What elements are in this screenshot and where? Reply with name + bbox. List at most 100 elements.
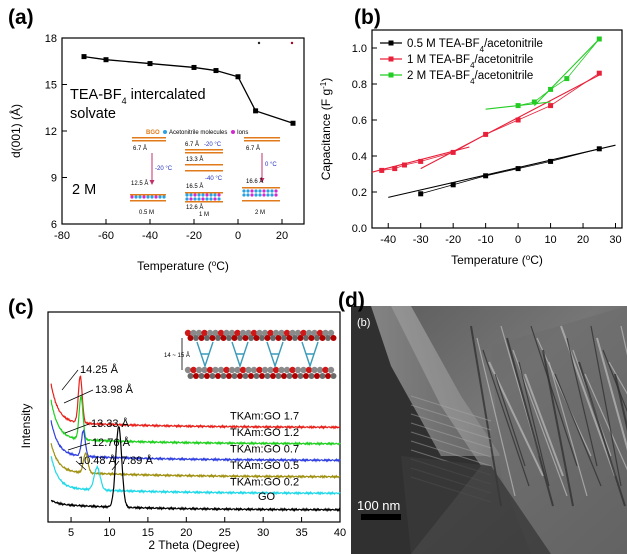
atom (242, 335, 249, 341)
panel-b-chart: (b) -40 -30 -20 -10 0 10 20 30 0.0 0.2 0.4 0.6 0.8 1.… (319, 6, 623, 267)
x-tick-label: 30 (257, 527, 269, 539)
sem-lamella (506, 337, 554, 507)
x-tick-label: -80 (54, 230, 70, 242)
sem-lamella (524, 373, 564, 477)
atom (184, 366, 192, 374)
molecule-dot (270, 189, 274, 193)
atom (305, 366, 313, 374)
atom (217, 366, 225, 374)
panel-d-overlay: (b) 100 nm (357, 317, 401, 520)
molecule-dot (197, 197, 201, 201)
atom (250, 366, 258, 374)
atom (190, 366, 197, 374)
ion-dot (189, 197, 193, 201)
panel-c-xlabel: 2 Theta (Degree) (148, 538, 239, 552)
atom (253, 335, 260, 341)
atom (201, 329, 208, 337)
x-tick-label: 20 (577, 234, 589, 246)
inset-sheet (130, 200, 166, 202)
panel-d-scale-bar (361, 514, 401, 520)
atom (206, 366, 214, 374)
y-tick-label: 0.6 (352, 115, 367, 127)
atom (209, 335, 216, 341)
ion-dot (217, 193, 221, 197)
atom (292, 335, 298, 341)
atom (198, 373, 205, 379)
data-point (379, 167, 385, 173)
atom (330, 335, 337, 341)
sem-lamella (410, 422, 492, 449)
atom (267, 329, 274, 337)
atom (187, 373, 194, 379)
atom (311, 366, 318, 374)
x-tick-label: -40 (142, 230, 158, 242)
molecule-dot (158, 195, 162, 199)
molecule-dot (217, 197, 221, 201)
atom (289, 366, 296, 374)
data-point (103, 57, 109, 63)
atom (204, 373, 210, 379)
data-point (483, 131, 489, 137)
data-point (596, 36, 602, 42)
x-tick-label: 40 (334, 527, 346, 539)
molecule-pillar (266, 341, 284, 369)
atom (283, 329, 291, 337)
data-point (483, 173, 489, 179)
atom (234, 366, 241, 374)
panel-d-scale-label: 100 nm (357, 498, 400, 513)
atom (215, 373, 221, 379)
xrd-trace (50, 375, 341, 430)
ion-dot (250, 189, 254, 193)
peak-arrow (67, 442, 91, 451)
atom (305, 329, 313, 337)
atom (267, 366, 274, 374)
atom (327, 366, 335, 374)
molecule-dot (270, 193, 274, 197)
inset-d-label: 6.7 Å (185, 141, 199, 148)
x-tick-label: 10 (544, 234, 556, 246)
panel-b-ylabel: Capacitance (F g-1) (319, 78, 334, 181)
peak-label: 13.33 Å (91, 417, 130, 430)
peak-arrow (75, 460, 87, 471)
inset-conc-label: 1 M (199, 212, 209, 218)
panel-a-chart: (a) -80 -60 -40 -20 0 20 6 9 12 15 18 d(001) (Å) T… (8, 6, 305, 274)
inset-sheet (244, 137, 280, 139)
trace-label: GO (258, 491, 276, 503)
trace-label: TKAm:GO 0.5 (230, 460, 299, 472)
panel-b-frame (371, 29, 623, 229)
sem-lamella (548, 361, 588, 497)
atom (297, 373, 304, 379)
data-point (596, 146, 602, 152)
sem-lamella (410, 404, 492, 431)
data-point (450, 182, 456, 188)
ion-dot (193, 193, 197, 197)
molecule-dot (197, 193, 201, 197)
y-tick-label: 0.2 (352, 187, 367, 199)
molecule-dot (213, 193, 217, 197)
y-tick-label: 15 (45, 80, 57, 92)
peak-arrow (64, 423, 90, 434)
panel-a-xlabel: Temperature (oC) (137, 259, 229, 274)
atom (259, 335, 265, 341)
data-point (596, 70, 602, 76)
sem-lamella (554, 373, 602, 487)
inset-sheet (185, 149, 223, 151)
panel-d-sem-image (351, 306, 627, 554)
molecule-dot (138, 195, 142, 199)
xrd-trace (50, 425, 341, 513)
data-point (253, 108, 259, 114)
atom (261, 329, 269, 337)
molecule-dot (162, 195, 166, 199)
inset-sheet (185, 170, 223, 172)
atom (223, 366, 230, 374)
atom (281, 373, 287, 379)
inset-sheet (132, 137, 166, 139)
panel-a-dot-2 (290, 41, 294, 45)
data-point (401, 162, 407, 168)
atom (204, 335, 210, 341)
atom (212, 366, 219, 374)
panel-d-inner-label: (b) (357, 317, 370, 329)
atom (220, 335, 227, 341)
atom (322, 366, 329, 374)
ion-dot (201, 197, 205, 201)
